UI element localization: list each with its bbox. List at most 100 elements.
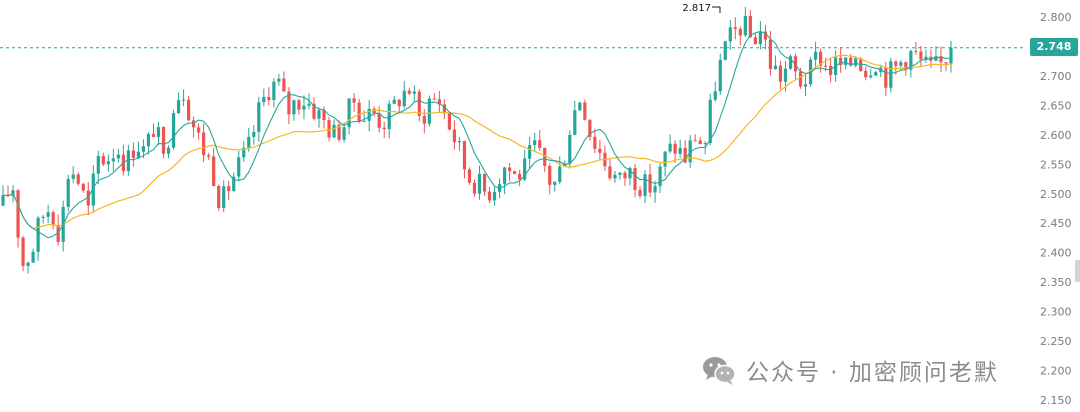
y-tick-label: 2.250 <box>1040 335 1072 348</box>
candle-body <box>161 127 166 154</box>
candle-body <box>894 61 898 66</box>
candle-body <box>568 134 572 164</box>
candle-body <box>437 99 441 105</box>
axis-scale-handle[interactable] <box>1075 260 1080 282</box>
candle-body <box>528 145 532 159</box>
candle-body <box>282 78 286 92</box>
candle-body <box>553 181 557 185</box>
y-tick-label: 2.450 <box>1040 217 1072 230</box>
candle-body <box>317 110 321 119</box>
candle-body <box>217 186 221 209</box>
candle-body <box>377 113 381 128</box>
candle-body <box>492 191 497 201</box>
candle-body <box>798 71 803 87</box>
candle-body <box>563 163 567 167</box>
candle-body <box>407 90 411 94</box>
candle-body <box>222 186 226 209</box>
candle-body <box>502 167 507 185</box>
candle-body <box>618 172 622 175</box>
candle-body <box>11 190 15 196</box>
candle-body <box>247 136 251 148</box>
candle-body <box>778 65 783 82</box>
candle-body <box>718 59 722 92</box>
candle-body <box>262 96 266 103</box>
candle-body <box>743 16 747 36</box>
candle-body <box>156 127 161 137</box>
candle-body <box>1 195 5 206</box>
candle-body <box>477 173 482 194</box>
slow-moving-average-line <box>2 54 952 230</box>
candle-body <box>382 127 386 130</box>
candle-body <box>131 150 136 158</box>
y-tick-label: 2.300 <box>1040 306 1072 319</box>
candle-body <box>442 104 446 114</box>
candle-body <box>111 158 115 162</box>
candlesticks <box>1 6 953 274</box>
candle-body <box>854 58 858 66</box>
candle-body <box>91 173 95 206</box>
candle-body <box>106 161 110 165</box>
candle-body <box>648 174 652 193</box>
candle-body <box>146 133 151 147</box>
y-tick-label: 2.400 <box>1040 247 1072 260</box>
candle-body <box>518 173 522 180</box>
candle-body <box>914 50 918 52</box>
candle-body <box>212 156 216 187</box>
candle-body <box>768 39 773 69</box>
candle-body <box>608 166 612 179</box>
candle-body <box>252 131 256 137</box>
candle-body <box>36 217 40 252</box>
candle-body <box>884 67 888 88</box>
candle-body <box>176 100 181 114</box>
candle-body <box>467 169 472 183</box>
candle-body <box>141 146 146 152</box>
candle-body <box>698 140 702 144</box>
y-tick-label: 2.200 <box>1040 365 1072 378</box>
candle-body <box>362 120 366 122</box>
candle-body <box>457 141 462 143</box>
candle-body <box>342 127 346 140</box>
candle-body <box>192 120 196 128</box>
candle-body <box>613 174 617 179</box>
candle-body <box>51 212 55 226</box>
last-price-tag: 2.748 <box>1030 38 1078 56</box>
candle-body <box>367 108 371 121</box>
candle-body <box>904 62 908 70</box>
candle-body <box>402 90 406 107</box>
candle-body <box>909 50 913 70</box>
y-tick-label: 2.150 <box>1040 394 1072 407</box>
candle-body <box>101 156 105 165</box>
candle-body <box>628 168 632 179</box>
candle-body <box>237 157 241 177</box>
candle-body <box>773 65 778 69</box>
candle-body <box>71 174 75 179</box>
candle-body <box>257 102 261 132</box>
high-marker-label: 2.817 <box>682 3 711 14</box>
candle-body <box>708 99 712 144</box>
candle-body <box>151 133 156 137</box>
candle-body <box>753 37 757 45</box>
candle-body <box>538 140 542 148</box>
candle-body <box>944 62 948 64</box>
price-axis[interactable]: 2.8002.7502.7002.6502.6002.5502.5002.450… <box>1040 11 1072 407</box>
candle-body <box>939 56 943 63</box>
candle-body <box>653 186 657 193</box>
candle-body <box>337 124 341 140</box>
candle-body <box>808 59 813 85</box>
candle-body <box>593 136 597 149</box>
candle-body <box>21 237 25 266</box>
candle-body <box>16 190 20 238</box>
candle-body <box>372 108 376 114</box>
watermark-text: 公众号 · 加密顾问老默 <box>746 360 999 386</box>
y-tick-label: 2.800 <box>1040 11 1072 24</box>
candle-body <box>668 143 672 152</box>
candle-body <box>487 191 492 201</box>
candle-body <box>623 172 627 179</box>
candle-body <box>422 115 426 124</box>
candle-body <box>181 99 186 101</box>
candle-body <box>874 72 878 76</box>
y-tick-label: 2.650 <box>1040 99 1072 112</box>
candle-body <box>136 151 141 158</box>
candle-body <box>126 150 130 172</box>
